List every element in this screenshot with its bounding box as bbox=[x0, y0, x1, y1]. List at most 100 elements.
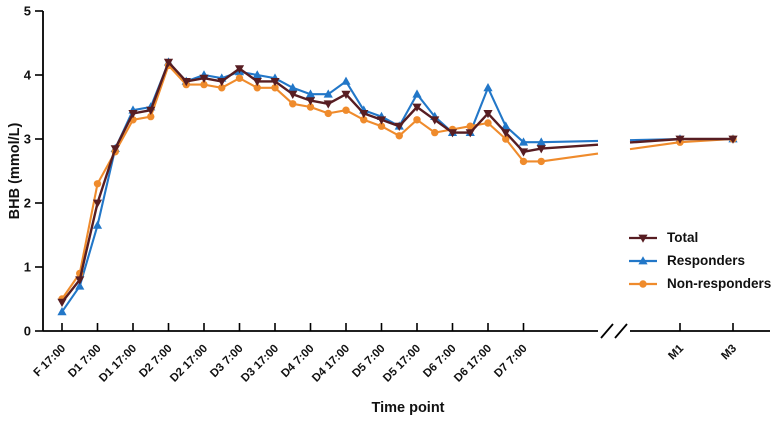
data-point bbox=[483, 110, 493, 119]
data-point bbox=[92, 199, 103, 208]
data-point bbox=[431, 128, 439, 137]
data-point bbox=[253, 84, 261, 92]
data-point bbox=[342, 106, 350, 114]
data-point bbox=[75, 281, 85, 290]
data-point bbox=[376, 116, 387, 125]
legend-swatch-total-icon bbox=[629, 234, 657, 243]
legend-item-total: Total bbox=[628, 226, 771, 249]
data-point bbox=[235, 74, 244, 82]
data-point bbox=[128, 110, 138, 119]
data-point bbox=[200, 80, 208, 89]
legend-item-responders: Responders bbox=[628, 249, 771, 272]
y-tick-label: 1 bbox=[24, 260, 31, 275]
data-point bbox=[377, 122, 386, 130]
data-point bbox=[359, 110, 369, 119]
data-point bbox=[484, 119, 492, 127]
data-point bbox=[289, 100, 297, 108]
data-point bbox=[181, 78, 191, 87]
data-point bbox=[57, 298, 67, 307]
x-tick-label: D4 17:00 bbox=[310, 343, 352, 385]
data-point bbox=[413, 116, 421, 124]
legend: Total Responders Non-responders bbox=[628, 226, 771, 295]
legend-label-total: Total bbox=[667, 230, 699, 245]
x-tick-label: D1 17:00 bbox=[97, 343, 139, 385]
data-point bbox=[447, 129, 458, 138]
series-total bbox=[57, 58, 738, 307]
data-point bbox=[199, 74, 209, 83]
x-tick-label: D5 17:00 bbox=[381, 343, 423, 385]
data-point bbox=[518, 137, 529, 146]
data-point bbox=[305, 97, 316, 106]
legend-item-non-responders: Non-responders bbox=[628, 272, 771, 295]
data-point bbox=[501, 121, 511, 130]
data-point bbox=[92, 220, 103, 229]
data-point bbox=[270, 78, 280, 87]
data-point bbox=[110, 145, 120, 154]
data-point bbox=[146, 106, 156, 115]
data-point bbox=[218, 84, 226, 92]
series-line bbox=[61, 61, 599, 303]
x-axis-title: Time point bbox=[371, 400, 445, 416]
data-point bbox=[728, 135, 738, 144]
series-line bbox=[61, 61, 599, 313]
data-point bbox=[483, 83, 493, 92]
data-point bbox=[430, 116, 440, 125]
data-point bbox=[518, 148, 529, 157]
y-tick-label: 0 bbox=[24, 324, 31, 339]
x-tick-label: D6 17:00 bbox=[452, 343, 494, 385]
data-point bbox=[394, 122, 404, 131]
data-point bbox=[306, 103, 315, 111]
x-tick-label: D7 7:00 bbox=[492, 343, 529, 380]
y-tick-label: 2 bbox=[24, 196, 31, 211]
data-point bbox=[412, 89, 422, 98]
data-point bbox=[323, 100, 333, 109]
data-point bbox=[465, 129, 475, 138]
data-point bbox=[341, 76, 351, 85]
data-point bbox=[305, 89, 316, 98]
legend-swatch-non-responders-icon bbox=[629, 279, 657, 288]
data-point bbox=[536, 145, 546, 154]
x-tick-label: D3 17:00 bbox=[239, 343, 281, 385]
legend-swatch-responders-icon bbox=[629, 255, 657, 264]
y-tick-label: 3 bbox=[24, 132, 31, 147]
x-tick-label: M1 bbox=[666, 342, 686, 362]
x-tick-label: F 17:00 bbox=[32, 343, 69, 380]
x-tick-label: D2 17:00 bbox=[168, 343, 210, 385]
data-point bbox=[147, 112, 155, 121]
data-point bbox=[395, 132, 403, 140]
data-point bbox=[502, 135, 510, 143]
y-tick-label: 5 bbox=[24, 4, 31, 19]
data-point bbox=[324, 109, 332, 118]
axis-break-slash bbox=[614, 323, 628, 339]
legend-label-non-responders: Non-responders bbox=[667, 276, 772, 291]
data-point bbox=[75, 276, 85, 285]
y-axis-title: BHB (mmol/L) bbox=[7, 122, 23, 220]
y-tick-label: 4 bbox=[24, 68, 32, 83]
data-point bbox=[412, 103, 422, 112]
data-point bbox=[536, 137, 546, 146]
data-point bbox=[288, 83, 298, 92]
data-point bbox=[252, 78, 262, 87]
data-point bbox=[163, 58, 174, 67]
data-point bbox=[675, 135, 685, 144]
data-point bbox=[537, 157, 545, 166]
legend-label-responders: Responders bbox=[667, 253, 746, 268]
x-tick-label: M3 bbox=[719, 343, 739, 363]
data-point bbox=[360, 116, 368, 124]
data-point bbox=[234, 65, 245, 74]
data-point bbox=[57, 307, 67, 316]
data-point bbox=[341, 90, 351, 99]
data-point bbox=[252, 70, 262, 79]
data-point bbox=[519, 157, 528, 166]
data-point bbox=[501, 129, 511, 138]
data-point bbox=[217, 78, 227, 87]
axis-break-slash bbox=[600, 323, 614, 339]
data-point bbox=[466, 122, 474, 130]
data-point bbox=[93, 180, 102, 188]
data-point bbox=[271, 84, 279, 92]
data-point bbox=[323, 89, 333, 98]
data-point bbox=[288, 90, 298, 99]
